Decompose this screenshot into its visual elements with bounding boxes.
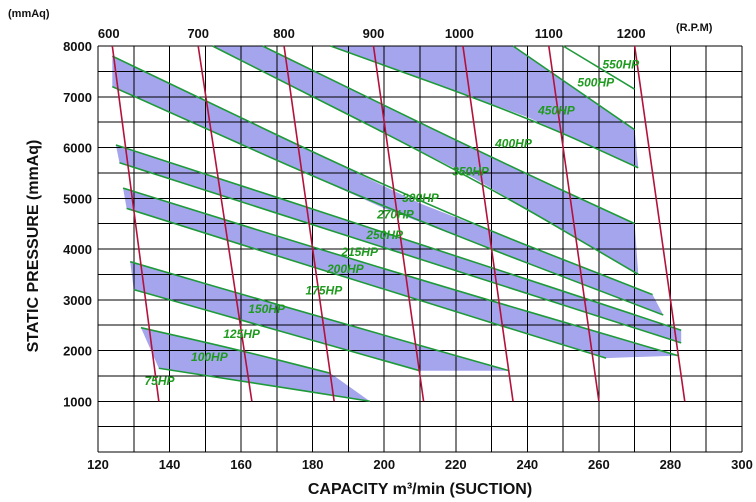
x-axis-title: CAPACITY m³/min (SUCTION) [308, 481, 532, 498]
hp-label-270hp: 270HP [376, 208, 415, 222]
y-tick-label: 5000 [63, 191, 92, 206]
hp-curve-300hp [111, 55, 653, 296]
rpm-curve-900 [372, 45, 425, 402]
hp-label-100hp: 100HP [191, 350, 229, 364]
rpm-curve-700 [197, 45, 253, 402]
hp-curve-125hp [133, 288, 421, 372]
y-tick-label: 4000 [63, 242, 92, 257]
hp-curve-450hp [330, 45, 639, 169]
hp-curve-215hp [119, 161, 682, 344]
hp-curve-270hp [111, 85, 664, 316]
hp-label-300hp: 300HP [402, 191, 440, 205]
x-tick-label: 180 [302, 457, 324, 472]
x-tick-label: 220 [445, 457, 467, 472]
rpm-label-600: 600 [98, 26, 120, 41]
x-tick-label: 260 [588, 457, 610, 472]
hp-label-500hp: 500HP [577, 76, 615, 90]
rpm-curves [111, 45, 686, 402]
rpm-unit-label: (R.P.M) [676, 22, 713, 34]
rpm-label-1200: 1200 [617, 26, 646, 41]
y-tick-label: 1000 [63, 394, 92, 409]
hp-band-215hp [115, 144, 682, 343]
rpm-label-1100: 1100 [535, 26, 563, 41]
y-tick-label: 2000 [63, 344, 92, 359]
rpm-curve-800 [283, 45, 335, 402]
hp-curve-175hp [126, 207, 607, 359]
y-tick-label: 3000 [63, 293, 92, 308]
y-tick-label: 7000 [63, 90, 92, 105]
hp-label-125hp: 125HP [223, 327, 261, 341]
rpm-curve-1000 [462, 45, 514, 402]
hp-label-550hp: 550HP [602, 57, 640, 71]
y-tick-label: 8000 [63, 39, 92, 54]
x-tick-label: 140 [159, 457, 181, 472]
hp-curve-200hp [122, 187, 678, 357]
y-axis-title: STATIC PRESSURE (mmAq) [25, 140, 42, 353]
y-tick-label: 6000 [63, 141, 92, 156]
x-tick-label: 240 [516, 457, 538, 472]
x-tick-label: 120 [87, 457, 109, 472]
x-tick-label: 300 [731, 457, 753, 472]
hp-label-250hp: 250HP [365, 228, 404, 242]
hp-band-450hp [330, 46, 639, 168]
hp-curve-100hp [140, 326, 331, 375]
rpm-curve-1200 [633, 45, 686, 402]
hp-curve-400hp [262, 45, 636, 225]
hp-label-350hp: 350HP [452, 164, 490, 178]
hp-label-150hp: 150HP [248, 302, 286, 316]
x-tick-label: 160 [230, 457, 252, 472]
y-unit-label: (mmAq) [8, 8, 50, 20]
hp-label-215hp: 215HP [340, 245, 379, 259]
x-tick-label: 200 [373, 457, 395, 472]
hp-curve-150hp [129, 260, 510, 372]
hp-curve-350hp [212, 45, 639, 276]
hp-curve-75hp [158, 367, 371, 403]
rpm-curve-600 [111, 45, 160, 402]
hp-label-200hp: 200HP [326, 262, 365, 276]
x-tick-label: 280 [660, 457, 682, 472]
hp-band-270hp [112, 56, 664, 315]
hp-curve-550hp [562, 45, 636, 90]
rpm-label-1000: 1000 [445, 26, 474, 41]
rpm-curve-1100 [548, 45, 600, 402]
labels: 120 140 160 180 200 220 240 260 280 300 1000 2000 30… [63, 26, 753, 472]
hp-label-175hp: 175HP [306, 284, 344, 298]
hp-label-450hp: 450HP [537, 104, 576, 118]
rpm-label-700: 700 [187, 26, 209, 41]
hp-label-75hp: 75HP [145, 374, 176, 388]
hp-curve-250hp [115, 144, 682, 331]
rpm-label-900: 900 [363, 26, 385, 41]
rpm-label-800: 800 [273, 26, 295, 41]
hp-curves [111, 45, 682, 403]
hp-label-400hp: 400HP [494, 137, 533, 151]
hp-curve-500hp [512, 45, 636, 131]
